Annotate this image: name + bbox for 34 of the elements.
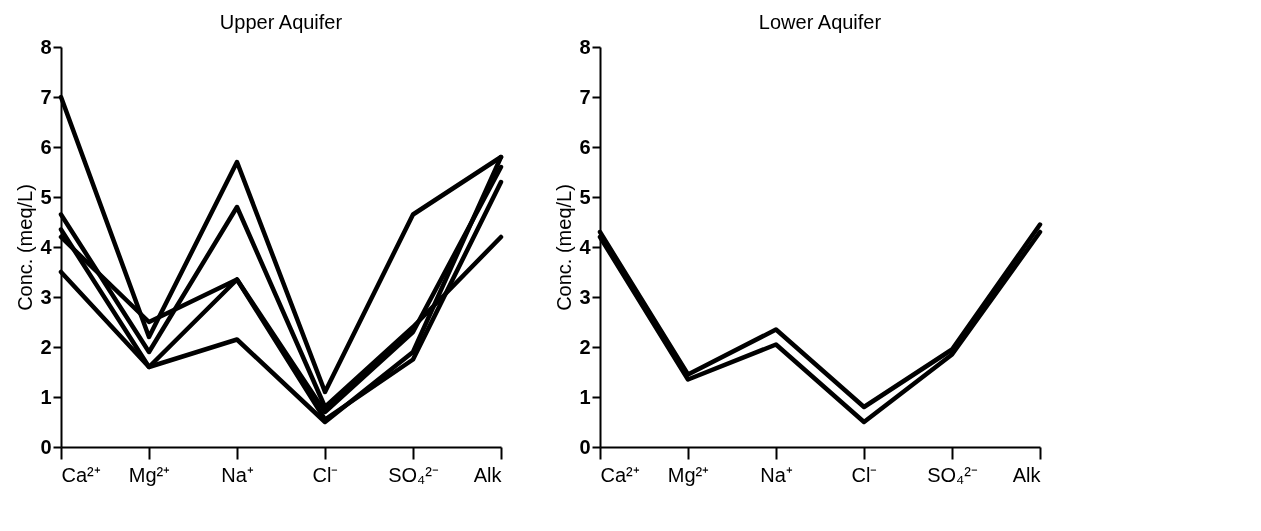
y-tick-label: 7 <box>40 85 52 108</box>
y-tick-label: 1 <box>40 385 52 408</box>
x-tick-label: SO₄²⁻ <box>927 463 978 486</box>
x-tick-label: Alk <box>1012 463 1042 486</box>
y-tick-label: 1 <box>579 385 591 408</box>
x-tick-label: Ca²⁺ <box>600 463 640 486</box>
y-tick-label: 8 <box>40 35 52 58</box>
y-tick-label: 4 <box>40 235 53 258</box>
y-axis-title: Conc. (meq/L) <box>14 184 37 311</box>
x-tick-label: Mg²⁺ <box>667 463 710 486</box>
x-tick-label: Alk <box>473 463 503 486</box>
y-tick-label: 3 <box>579 285 591 308</box>
y-tick-label: 8 <box>579 35 591 58</box>
chart-title: Lower Aquifer <box>758 11 882 33</box>
x-tick-label: SO₄²⁻ <box>388 463 439 486</box>
y-tick-label: 0 <box>40 435 52 458</box>
y-tick-label: 2 <box>579 335 591 358</box>
y-tick-label: 0 <box>579 435 591 458</box>
y-tick-label: 2 <box>40 335 52 358</box>
x-tick-label: Na⁺ <box>760 463 793 486</box>
y-axis-title: Conc. (meq/L) <box>553 184 576 311</box>
y-tick-label: 5 <box>40 185 52 208</box>
y-tick-label: 6 <box>579 135 591 158</box>
chart-title: Upper Aquifer <box>219 11 343 33</box>
x-tick-label: Mg²⁺ <box>128 463 171 486</box>
x-tick-label: Na⁺ <box>221 463 254 486</box>
x-tick-label: Ca²⁺ <box>61 463 101 486</box>
y-tick-label: 7 <box>579 85 591 108</box>
y-tick-label: 6 <box>40 135 52 158</box>
y-tick-label: 4 <box>579 235 592 258</box>
x-tick-label: Cl⁻ <box>312 463 339 486</box>
y-tick-label: 3 <box>40 285 52 308</box>
x-tick-label: Cl⁻ <box>851 463 878 486</box>
y-tick-label: 5 <box>579 185 591 208</box>
